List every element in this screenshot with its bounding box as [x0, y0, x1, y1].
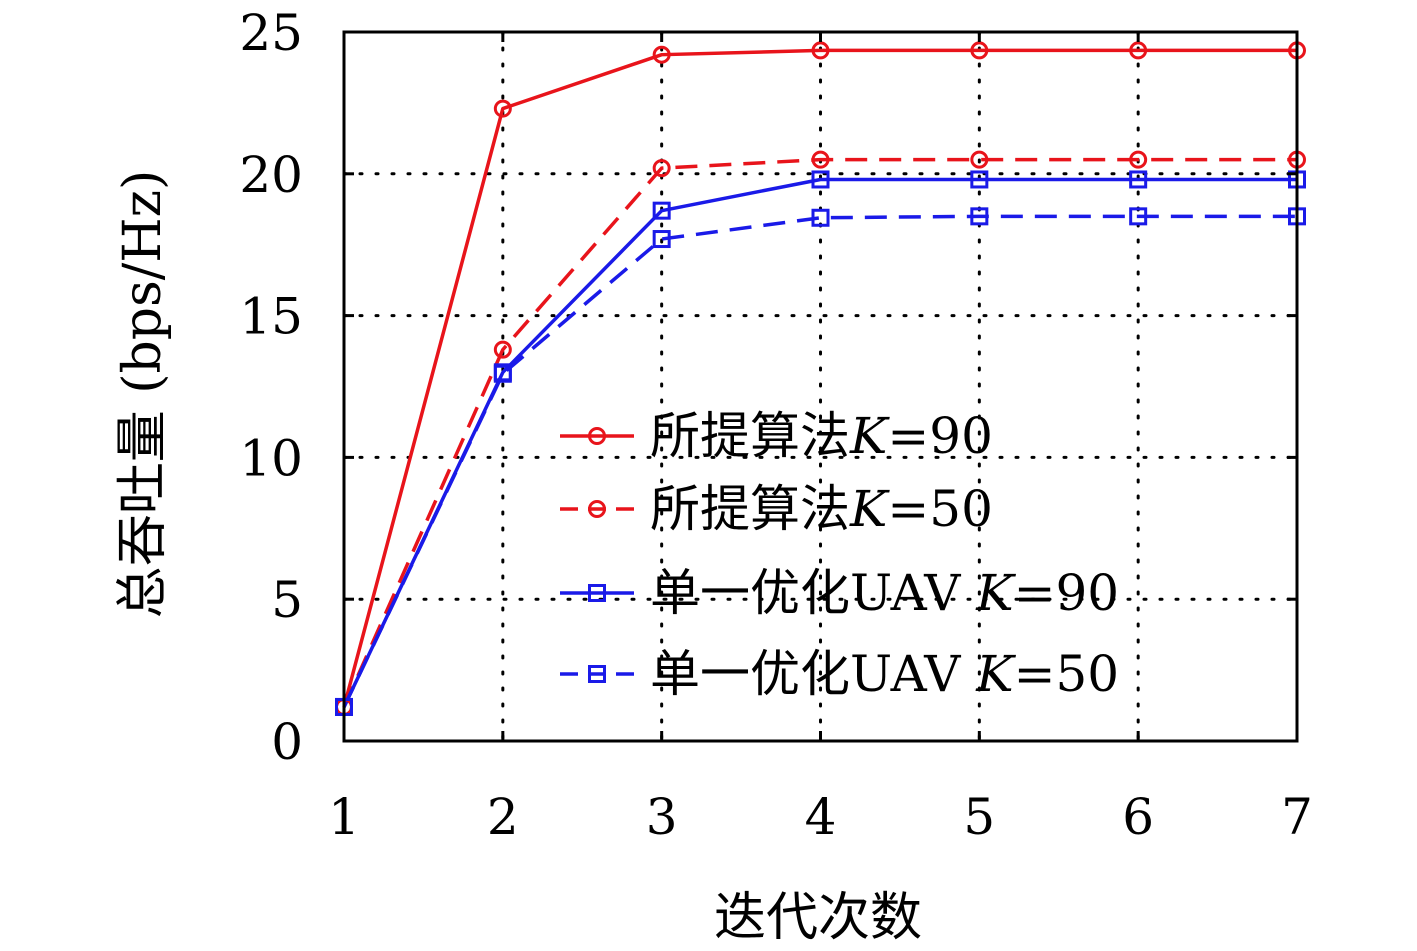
- x-tick-label: 5: [963, 788, 995, 846]
- data-point-circle: [588, 427, 606, 445]
- data-point-circle: [652, 159, 671, 178]
- x-axis-title: 迭代次数: [714, 888, 922, 948]
- legend-label: 所提算法K=90: [650, 407, 993, 465]
- legend-label-value: =50: [1014, 645, 1120, 703]
- y-axis-title: 总吞吐量 (bps/Hz): [113, 170, 173, 619]
- y-tick-label: 20: [239, 146, 303, 204]
- series-lines: [342, 48, 1297, 708]
- data-point-square: [970, 170, 989, 189]
- legend-label-variable: K: [975, 564, 1016, 622]
- y-tick-label: 5: [271, 571, 303, 629]
- data-point-square: [652, 230, 671, 249]
- legend-label: 所提算法K=50: [650, 480, 993, 538]
- y-tick-labels: 0 5 10 15 20 25: [239, 4, 303, 771]
- series-line: [342, 48, 1297, 708]
- x-tick-labels: 1 2 3 4 5 6 7: [328, 788, 1313, 846]
- legend-label-text: 单一优化UAV: [650, 564, 976, 622]
- y-tick-label: 0: [271, 713, 303, 771]
- data-point-square: [970, 207, 989, 226]
- series-line: [342, 214, 1297, 708]
- legend-label-variable: K: [975, 645, 1016, 703]
- legend-label-text: 单一优化UAV: [650, 645, 976, 703]
- data-point-circle: [811, 41, 830, 60]
- data-point-circle: [652, 45, 671, 64]
- legend-label-value: =90: [887, 407, 993, 465]
- grid-lines: [342, 30, 1299, 743]
- legend-label-text: 所提算法: [650, 480, 850, 538]
- data-point-circle: [1129, 41, 1148, 60]
- data-point-square: [493, 364, 512, 383]
- x-tick-label: 1: [328, 788, 360, 846]
- x-tick-label: 6: [1122, 788, 1154, 846]
- data-point-square: [652, 201, 671, 220]
- data-point-square: [811, 208, 830, 227]
- data-point-square: [811, 170, 830, 189]
- data-point-circle: [493, 340, 512, 359]
- data-point-circle: [970, 41, 989, 60]
- legend-label-variable: K: [849, 407, 890, 465]
- series-line: [342, 177, 1297, 708]
- legend-label: 单一优化UAV K=50: [650, 645, 1119, 703]
- x-tick-label: 4: [805, 788, 837, 846]
- x-tick-label: 7: [1281, 788, 1313, 846]
- legend-label-value: =90: [1014, 564, 1120, 622]
- legend-label: 单一优化UAV K=90: [650, 564, 1119, 622]
- legend-label-variable: K: [849, 480, 890, 538]
- data-point-circle: [970, 150, 989, 169]
- legend-label-value: =50: [887, 480, 993, 538]
- data-point-square: [1129, 170, 1148, 189]
- data-point-circle: [588, 500, 606, 518]
- data-point-square: [1129, 207, 1148, 226]
- y-tick-label: 25: [239, 4, 303, 62]
- x-tick-label: 2: [487, 788, 519, 846]
- y-tick-label: 10: [239, 429, 303, 487]
- data-point-circle: [811, 150, 830, 169]
- axes-frame: [342, 30, 1299, 743]
- series-line: [342, 157, 1297, 708]
- data-point-square: [588, 665, 606, 683]
- x-tick-label: 3: [646, 788, 678, 846]
- y-tick-label: 15: [239, 288, 303, 346]
- data-point-circle: [1129, 150, 1148, 169]
- data-point-circle: [493, 99, 512, 118]
- data-point-square: [588, 584, 606, 602]
- legend-label-text: 所提算法: [650, 407, 850, 465]
